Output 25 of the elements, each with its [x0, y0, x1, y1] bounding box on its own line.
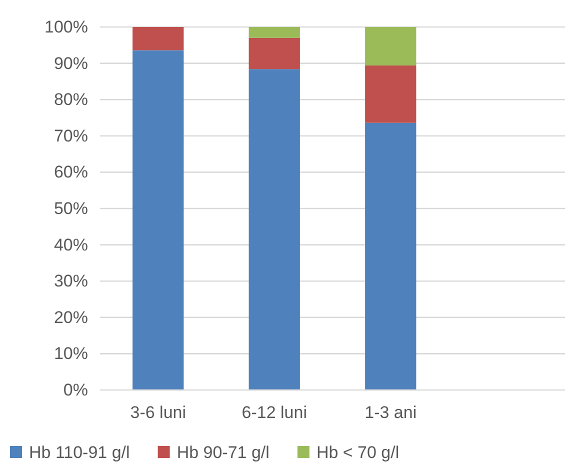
y-tick-label: 60%	[54, 162, 88, 182]
legend-label: Hb 110-91 g/l	[29, 443, 130, 462]
bar	[365, 27, 416, 66]
bar	[248, 69, 300, 390]
legend-label: Hb < 70 g/l	[316, 443, 400, 462]
y-tick-label: 0%	[63, 380, 88, 400]
y-tick-label: 10%	[54, 344, 88, 364]
legend-label: Hb 90-71 g/l	[176, 443, 270, 462]
y-tick-label: 70%	[54, 126, 88, 146]
y-tick-label: 30%	[54, 272, 88, 291]
y-tick-label: 40%	[54, 235, 88, 254]
y-tick-label: 80%	[54, 90, 88, 110]
bar	[132, 50, 184, 390]
y-tick-label: 20%	[54, 308, 88, 327]
bar	[365, 122, 416, 390]
bar	[365, 65, 416, 123]
y-tick-label: 50%	[54, 198, 88, 218]
bar	[248, 27, 300, 38]
bar	[132, 27, 184, 50]
y-tick-label: 90%	[54, 54, 88, 73]
x-tick-label: 1-3 ani	[364, 403, 417, 422]
x-tick-label: 6-12 luni	[242, 403, 307, 422]
y-tick-label: 100%	[44, 17, 88, 36]
bar	[248, 38, 300, 70]
x-tick-label: 3-6 luni	[130, 403, 186, 422]
